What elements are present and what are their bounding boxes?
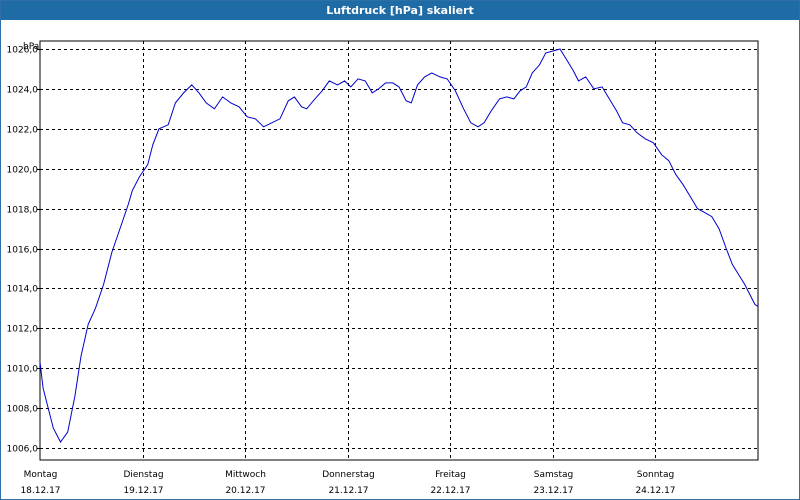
xtick-label-day: Samstag <box>534 470 573 480</box>
ytick-label: 1006,0 <box>7 445 39 455</box>
xtick-label-day: Sonntag <box>637 470 674 480</box>
y-axis-label: hPa <box>23 42 39 52</box>
ytick-label: 1010,0 <box>7 365 39 375</box>
x-axis: Montag 18.12.17 Dienstag 19.12.17 Mittwoch 20… <box>20 470 675 496</box>
xtick-label-day: Dienstag <box>123 470 163 480</box>
xtick-label-date: 19.12.17 <box>123 486 163 496</box>
series-line-luftdruck <box>39 48 759 443</box>
y-axis: 1006,0 1008,0 1010,0 1012,0 1014,0 1016,0 1018… <box>7 46 40 455</box>
xtick-label-day: Freitag <box>435 470 466 480</box>
xtick-label-date: 20.12.17 <box>225 486 265 496</box>
xtick-label-date: 18.12.17 <box>20 486 60 496</box>
ytick-label: 1020,0 <box>7 166 39 176</box>
xtick-label-day: Montag <box>24 470 58 480</box>
xtick-label-date: 22.12.17 <box>430 486 470 496</box>
ytick-label: 1012,0 <box>7 325 39 335</box>
ytick-label: 1022,0 <box>7 126 39 136</box>
grid <box>40 41 758 460</box>
xtick-label-date: 24.12.17 <box>635 486 675 496</box>
ytick-label: 1026,0 <box>7 46 39 56</box>
ytick-label: 1016,0 <box>7 246 39 256</box>
xtick-label-day: Donnerstag <box>322 470 375 480</box>
ytick-label: 1018,0 <box>7 206 39 216</box>
chart-title: Luftdruck [hPa] skaliert <box>1 1 799 20</box>
ytick-label: 1014,0 <box>7 285 39 295</box>
xtick-label-date: 23.12.17 <box>533 486 573 496</box>
ytick-label: 1008,0 <box>7 405 39 415</box>
xtick-label-date: 21.12.17 <box>328 486 368 496</box>
plot-area <box>39 40 759 461</box>
xtick-label-day: Mittwoch <box>225 470 266 480</box>
ytick-label: 1024,0 <box>7 86 39 96</box>
